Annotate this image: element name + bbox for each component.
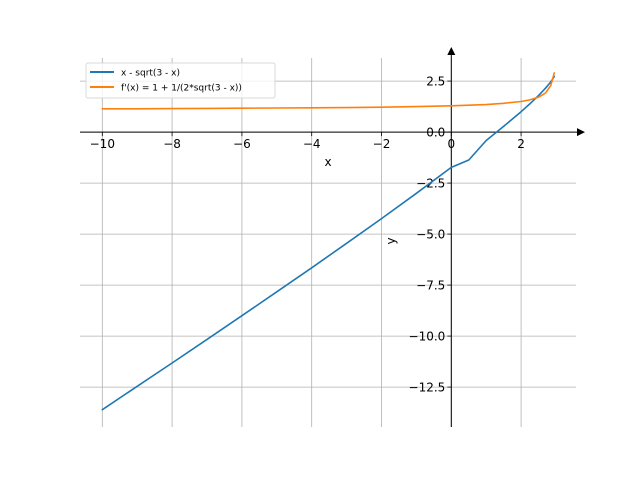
x-tick-label: −8 <box>163 137 181 151</box>
y-tick-label: 0.0 <box>426 126 445 140</box>
x-tick-label: 0 <box>447 137 455 151</box>
legend-label-series-2: f'(x) = 1 + 1/(2*sqrt(3 - x)) <box>121 84 242 94</box>
y-tick-label: −12.5 <box>409 381 446 395</box>
y-axis-arrow <box>447 47 456 55</box>
y-tick-label: 2.5 <box>426 75 445 89</box>
y-ticks: 2.50.0−2.5−5.0−7.5−10.0−12.5 <box>409 75 452 395</box>
series-line-2 <box>101 72 556 110</box>
series-lines <box>101 72 556 411</box>
legend-box <box>85 62 276 99</box>
series-line-1 <box>101 75 556 411</box>
x-axis-arrow <box>577 128 585 137</box>
legend-label-series-1: x - sqrt(3 - x) <box>121 69 180 79</box>
legend: x - sqrt(3 - x) f'(x) = 1 + 1/(2*sqrt(3 … <box>85 62 276 99</box>
axes <box>80 47 585 427</box>
y-tick-label: −5.0 <box>416 228 445 242</box>
x-tick-label: 2 <box>517 137 525 151</box>
y-axis-label: y <box>384 237 398 244</box>
x-tick-label: −6 <box>233 137 251 151</box>
x-tick-label: −10 <box>90 137 115 151</box>
x-tick-label: −4 <box>303 137 321 151</box>
y-tick-label: −7.5 <box>416 279 445 293</box>
x-axis-label: x <box>324 155 331 169</box>
grid <box>80 58 576 427</box>
x-ticks: −10 −8 −6 −4 −2 0 2 <box>90 132 525 151</box>
x-tick-label: −2 <box>373 137 391 151</box>
y-tick-label: −10.0 <box>409 330 446 344</box>
